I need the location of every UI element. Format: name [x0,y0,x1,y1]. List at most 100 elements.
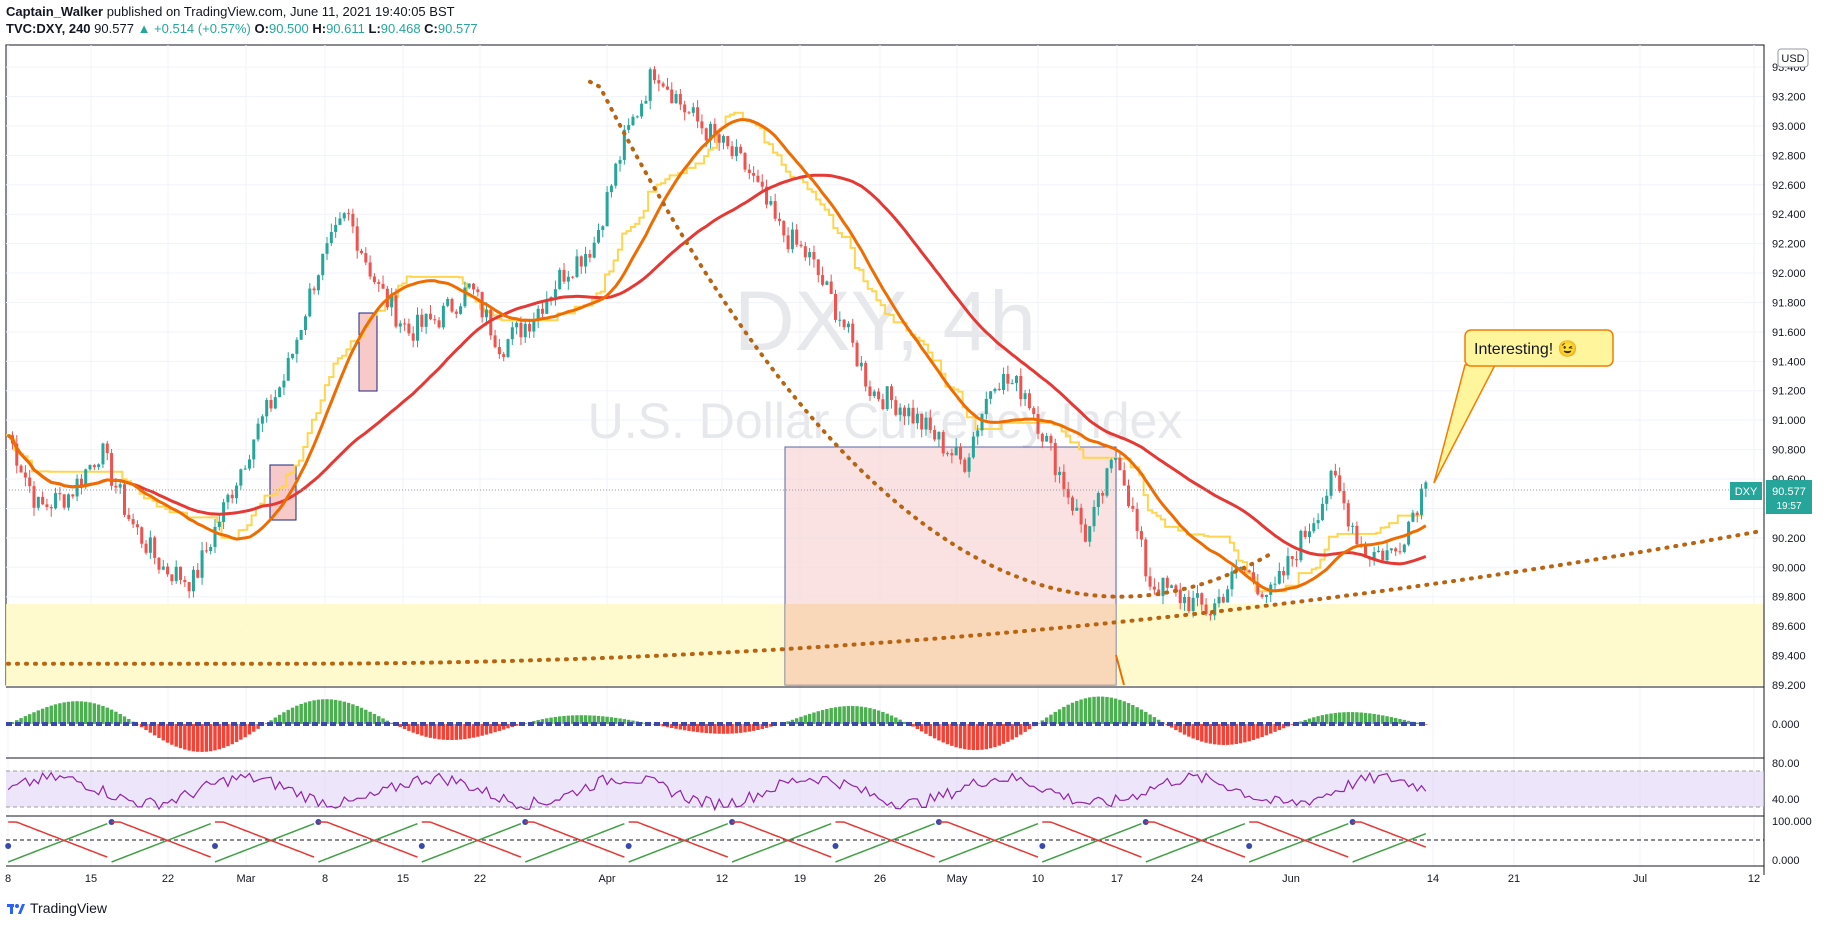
candle-body [562,269,566,282]
candle-body [519,322,523,338]
candle-body [32,486,36,508]
time-tick: Apr [598,873,615,885]
candle-body [403,323,407,325]
candle-body [584,253,588,267]
tradingview-logo-icon[interactable] [6,900,26,916]
candle-body [989,391,993,399]
candle-body [342,213,346,219]
candle-body [941,432,945,454]
candle-body [1226,589,1230,603]
price-tick: 92.400 [1772,209,1806,221]
candle-body [1325,495,1329,504]
close-value: 90.577 [437,21,478,36]
candle-body [446,298,450,306]
candle-body [58,493,62,495]
price-tick: 89.200 [1772,680,1806,692]
candle-body [523,323,527,338]
candle-body [829,281,833,294]
price-tick: 89.600 [1772,621,1806,633]
candle-body [1161,577,1165,596]
time-axis[interactable]: 8 15 22 Mar 8 15 22 Apr 12 19 26 May 10 17 24 Jun 14 21 Ju… [5,873,1760,885]
candle-body [1101,493,1105,496]
candle-body [118,484,122,488]
candle-body [1286,556,1290,576]
candle-body [200,550,204,578]
candle-body [1239,567,1243,569]
candle-body [1079,507,1083,525]
candle-body [846,323,850,328]
candle-body [1277,570,1281,584]
candle-body [898,407,902,415]
candle-body [833,293,838,320]
time-tick: Mar [237,873,256,885]
candle-body [1256,582,1260,595]
candle-body [19,465,23,473]
candle-body [915,413,919,424]
rsi-band [6,771,1764,807]
rsi-tick-80: 80.00 [1772,758,1800,770]
candle-body [135,524,139,528]
candle-body [540,308,544,314]
time-tick: 15 [85,873,97,885]
candle-body [752,172,756,176]
candle-body [553,289,557,298]
candle-body [433,319,437,321]
candle-body [1092,506,1096,527]
candle-body [230,494,234,499]
time-tick: 15 [397,873,409,885]
candle-body [911,407,915,424]
candle-body [1329,470,1333,496]
candle-body [1178,589,1182,604]
candle-body [355,226,359,251]
candle-body [1230,571,1234,590]
candle-body [696,107,700,122]
open-label: O: [254,21,269,36]
chart-header: Captain_Walker published on TradingView.… [6,3,1806,37]
dotted-trendline[interactable] [6,529,1760,666]
brand-name[interactable]: TradingView [30,900,108,916]
candle-body [437,320,441,328]
candle-body [838,319,842,321]
candle-body [773,201,777,219]
candle-body [368,262,372,277]
candle-body [1174,585,1178,590]
candle-body [1027,393,1031,409]
last-price-badge: DXY 90.577 19:57 [1730,480,1812,514]
candle-body [760,181,764,187]
time-tick: 22 [474,873,486,885]
time-tick: May [947,873,968,885]
candle-body [635,116,639,118]
dotted-curve[interactable] [588,79,1272,599]
candle-body [359,250,364,254]
price-scale[interactable]: 93.40093.20093.00092.80092.60092.40092.2… [1772,62,1806,692]
candle-body [920,413,924,430]
annotation-callout[interactable]: Interesting! 😉 [1433,329,1614,484]
candle-body [588,253,592,258]
author-name[interactable]: Captain_Walker [6,4,104,19]
candle-body [790,229,794,250]
candle-body [1139,530,1143,540]
time-tick: 17 [1111,873,1123,885]
candle-body [1372,552,1376,560]
candle-body [153,537,157,558]
candle-body [614,163,618,186]
candle-body [1118,457,1122,471]
candle-body [506,339,510,357]
watermark-symbol: DXY, 4h [734,274,1036,368]
candle-body [338,218,342,225]
candle-body [390,295,394,308]
symbol-label[interactable]: TVC:DXY, 240 [6,21,91,36]
candle-body [812,252,816,260]
candle-body [329,232,333,244]
candle-body [269,399,273,409]
candle-body [54,493,58,509]
candle-body [648,69,652,101]
candle-body [1187,596,1191,612]
candle-body [321,253,325,276]
candle-body [877,391,881,400]
stoch-cross-dot [729,819,736,825]
candle-body [1420,488,1424,515]
rsi-line [7,771,1427,812]
candle-body [868,386,872,397]
